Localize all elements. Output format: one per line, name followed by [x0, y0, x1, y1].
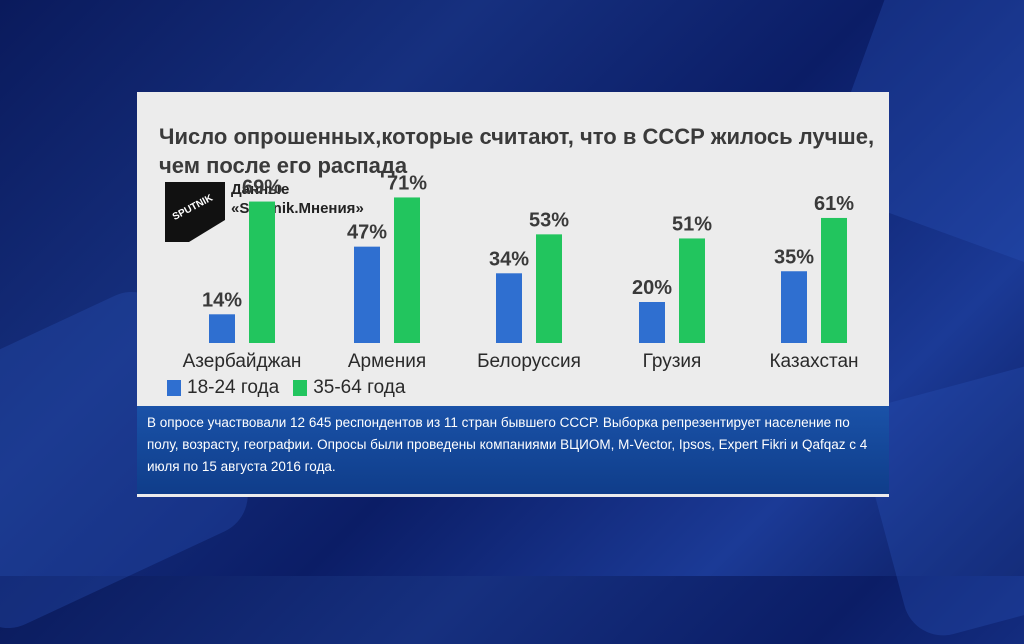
bar-value-label: 20%: [632, 277, 672, 299]
sputnik-logo: SPUTNIK: [165, 182, 225, 242]
chart-panel: Число опрошенных,которые считают, что в …: [137, 92, 889, 497]
bar-35-64-2: [536, 234, 562, 343]
bar-35-64-3: [679, 238, 705, 343]
source-line-1: Данные: [231, 181, 290, 198]
legend: 18-24 года 35-64 года: [167, 377, 419, 399]
bar-chart: 14% 69% Азербайджан 47% 71% Армения 34%53% Бело…: [183, 172, 859, 372]
legend-item-35-64: 35-64 года: [293, 377, 405, 399]
bar-35-64-4: [821, 217, 847, 343]
bar-18-24-3: [639, 302, 665, 343]
bar-18-24-2: [496, 273, 522, 343]
bar-value-label: 69%: [242, 177, 282, 199]
legend-swatch-green: [293, 380, 308, 396]
legend-label-35-64: 35-64 года: [313, 377, 406, 398]
bar-18-24-4: [781, 271, 807, 343]
bar-value-label: 51%: [672, 213, 712, 235]
category-label: Азербайджан: [183, 351, 302, 372]
bar-value-label: 14%: [202, 289, 242, 311]
bar-value-label: 47%: [347, 222, 387, 244]
category-label: Белоруссия: [477, 351, 581, 372]
bar-35-64-0: [249, 201, 275, 343]
bar-value-label: 35%: [774, 246, 814, 268]
category-label: Казахстан: [769, 351, 858, 372]
legend-label-18-24: 18-24 года: [187, 377, 280, 398]
bar-35-64-1: [394, 197, 420, 343]
bar-value-label: 34%: [489, 248, 529, 270]
legend-swatch-blue: [167, 380, 181, 396]
survey-note: В опросе участвовали 12 645 респондентов…: [137, 406, 889, 494]
bar-value-label: 71%: [387, 172, 427, 194]
category-label: Армения: [348, 351, 426, 372]
legend-item-18-24: 18-24 года: [167, 377, 279, 399]
bar-value-label: 61%: [814, 193, 854, 215]
bar-value-label: 53%: [529, 209, 569, 231]
chart-title: Число опрошенных,которые считают, что в …: [159, 124, 875, 178]
bar-18-24-1: [354, 246, 380, 343]
category-label: Грузия: [643, 351, 702, 372]
bar-18-24-0: [209, 314, 235, 343]
